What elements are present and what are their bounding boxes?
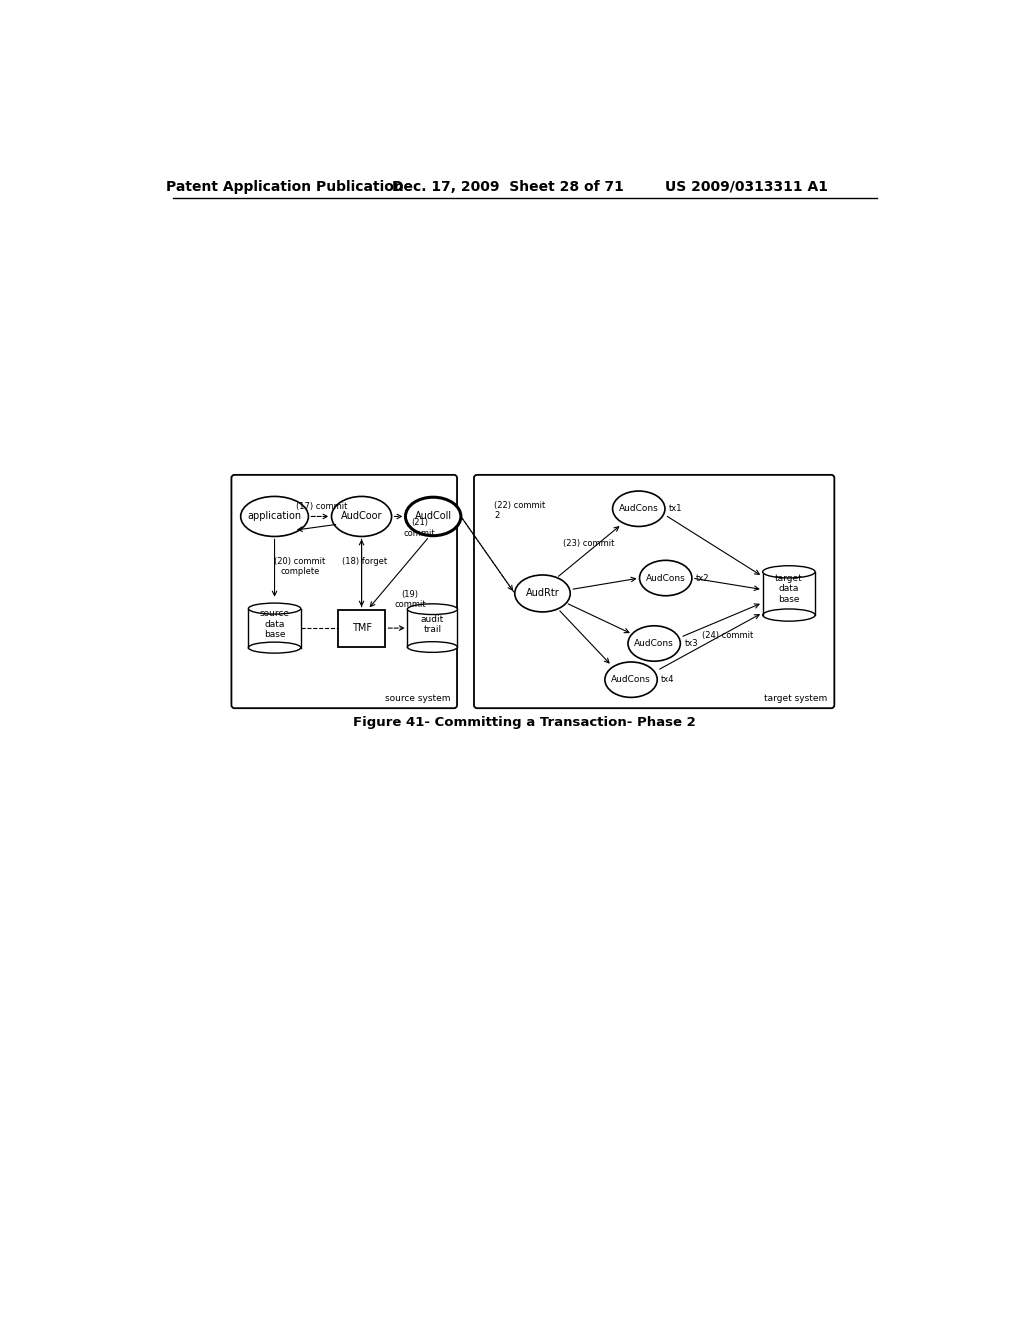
Ellipse shape [249, 603, 301, 614]
Text: AudColl: AudColl [415, 511, 452, 521]
FancyBboxPatch shape [231, 475, 457, 708]
Text: US 2009/0313311 A1: US 2009/0313311 A1 [665, 180, 828, 194]
Text: TMF: TMF [351, 623, 372, 634]
Ellipse shape [408, 603, 458, 615]
Text: target
data
base: target data base [775, 574, 803, 603]
Ellipse shape [249, 642, 301, 653]
Ellipse shape [763, 609, 815, 622]
Text: (24) commit: (24) commit [701, 631, 753, 640]
Text: (21)
commit: (21) commit [403, 519, 435, 537]
Bar [408, 610, 458, 647]
Ellipse shape [515, 576, 570, 612]
Text: application: application [248, 511, 302, 521]
Text: (18) forget: (18) forget [342, 557, 387, 565]
Ellipse shape [612, 491, 665, 527]
Text: source system: source system [385, 694, 451, 704]
Text: AudRtr: AudRtr [525, 589, 559, 598]
Ellipse shape [332, 496, 391, 536]
Ellipse shape [605, 663, 657, 697]
Bar [338, 610, 385, 647]
Text: tx3: tx3 [684, 639, 698, 648]
Text: AudCons: AudCons [618, 504, 658, 513]
Text: audit
trail: audit trail [421, 615, 444, 634]
Text: tx2: tx2 [696, 574, 710, 582]
Text: AudCons: AudCons [646, 574, 686, 582]
Text: (19)
commit: (19) commit [394, 590, 426, 610]
Ellipse shape [241, 496, 308, 536]
Text: Patent Application Publication: Patent Application Publication [166, 180, 403, 194]
Ellipse shape [628, 626, 680, 661]
Bar [763, 572, 815, 615]
Text: target system: target system [764, 694, 827, 704]
Ellipse shape [640, 561, 692, 595]
Text: Dec. 17, 2009  Sheet 28 of 71: Dec. 17, 2009 Sheet 28 of 71 [392, 180, 624, 194]
FancyBboxPatch shape [474, 475, 835, 708]
Ellipse shape [406, 498, 461, 536]
Text: (20) commit
complete: (20) commit complete [274, 557, 326, 577]
Text: AudCons: AudCons [611, 676, 651, 684]
Text: tx1: tx1 [669, 504, 682, 513]
Text: tx4: tx4 [662, 676, 675, 684]
Bar [249, 609, 301, 648]
Text: AudCons: AudCons [634, 639, 674, 648]
Text: (23) commit: (23) commit [563, 539, 614, 548]
Ellipse shape [408, 642, 458, 652]
Text: source
data
base: source data base [259, 610, 290, 639]
Text: Figure 41- Committing a Transaction- Phase 2: Figure 41- Committing a Transaction- Pha… [353, 715, 696, 729]
Text: AudCoor: AudCoor [341, 511, 382, 521]
Text: (17) commit: (17) commit [296, 502, 347, 511]
Ellipse shape [763, 566, 815, 578]
Text: (22) commit
2: (22) commit 2 [494, 500, 545, 520]
